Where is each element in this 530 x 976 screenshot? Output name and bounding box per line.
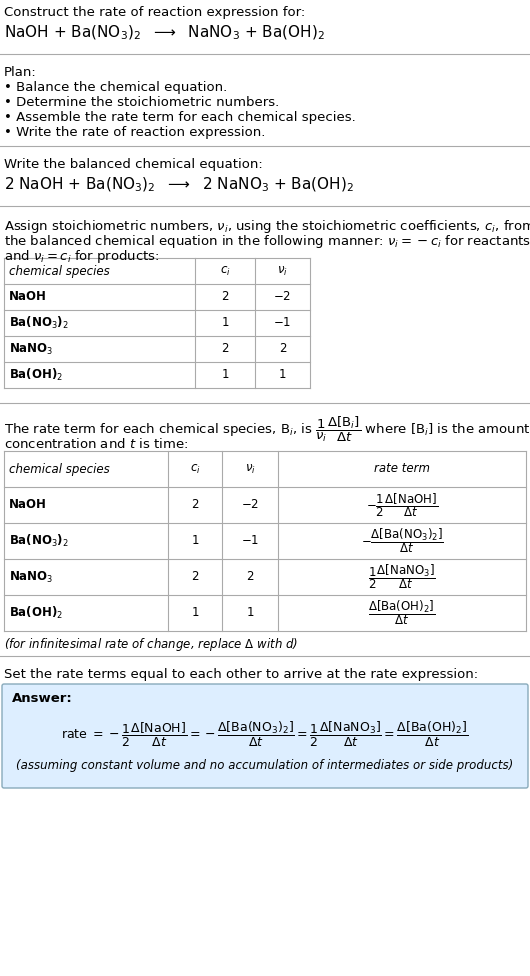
Text: $-1$: $-1$ bbox=[241, 535, 259, 548]
Text: $c_i$: $c_i$ bbox=[190, 463, 200, 475]
Text: 1: 1 bbox=[221, 316, 229, 330]
Text: Ba(NO$_3$)$_2$: Ba(NO$_3$)$_2$ bbox=[9, 533, 69, 549]
Text: 2: 2 bbox=[221, 291, 229, 304]
Text: 2: 2 bbox=[279, 343, 286, 355]
Text: 1: 1 bbox=[279, 369, 286, 382]
Text: rate term: rate term bbox=[374, 463, 430, 475]
Text: NaOH: NaOH bbox=[9, 499, 47, 511]
Text: Set the rate terms equal to each other to arrive at the rate expression:: Set the rate terms equal to each other t… bbox=[4, 668, 478, 681]
Text: • Write the rate of reaction expression.: • Write the rate of reaction expression. bbox=[4, 126, 266, 139]
Text: $\nu_i$: $\nu_i$ bbox=[277, 264, 288, 277]
Text: • Assemble the rate term for each chemical species.: • Assemble the rate term for each chemic… bbox=[4, 111, 356, 124]
Text: NaNO$_3$: NaNO$_3$ bbox=[9, 342, 53, 356]
Text: 1: 1 bbox=[191, 535, 199, 548]
Text: (assuming constant volume and no accumulation of intermediates or side products): (assuming constant volume and no accumul… bbox=[16, 759, 514, 772]
Text: rate $= -\dfrac{1}{2}\dfrac{\Delta[\mathrm{NaOH}]}{\Delta t} = -\dfrac{\Delta[\m: rate $= -\dfrac{1}{2}\dfrac{\Delta[\math… bbox=[61, 719, 469, 749]
Text: 2: 2 bbox=[191, 571, 199, 584]
Text: NaOH: NaOH bbox=[9, 291, 47, 304]
Text: NaOH + Ba(NO$_3$)$_2$  $\longrightarrow$  NaNO$_3$ + Ba(OH)$_2$: NaOH + Ba(NO$_3$)$_2$ $\longrightarrow$ … bbox=[4, 24, 325, 42]
Text: $-\dfrac{1}{2}\dfrac{\Delta[\mathrm{NaOH}]}{\Delta t}$: $-\dfrac{1}{2}\dfrac{\Delta[\mathrm{NaOH… bbox=[366, 491, 438, 519]
Text: $\dfrac{\Delta[\mathrm{Ba(OH)_2}]}{\Delta t}$: $\dfrac{\Delta[\mathrm{Ba(OH)_2}]}{\Delt… bbox=[368, 598, 436, 628]
Text: the balanced chemical equation in the following manner: $\nu_i = -c_i$ for react: the balanced chemical equation in the fo… bbox=[4, 233, 530, 250]
Text: Plan:: Plan: bbox=[4, 66, 37, 79]
Text: 1: 1 bbox=[191, 606, 199, 620]
Text: $-1$: $-1$ bbox=[273, 316, 292, 330]
Text: • Balance the chemical equation.: • Balance the chemical equation. bbox=[4, 81, 227, 94]
Text: Write the balanced chemical equation:: Write the balanced chemical equation: bbox=[4, 158, 263, 171]
Text: NaNO$_3$: NaNO$_3$ bbox=[9, 569, 53, 585]
Text: 2: 2 bbox=[221, 343, 229, 355]
Text: Ba(NO$_3$)$_2$: Ba(NO$_3$)$_2$ bbox=[9, 315, 69, 331]
Text: 2: 2 bbox=[191, 499, 199, 511]
Text: Construct the rate of reaction expression for:: Construct the rate of reaction expressio… bbox=[4, 6, 305, 19]
Text: Assign stoichiometric numbers, $\nu_i$, using the stoichiometric coefficients, $: Assign stoichiometric numbers, $\nu_i$, … bbox=[4, 218, 530, 235]
Text: concentration and $t$ is time:: concentration and $t$ is time: bbox=[4, 437, 188, 451]
Text: (for infinitesimal rate of change, replace $\Delta$ with $d$): (for infinitesimal rate of change, repla… bbox=[4, 636, 298, 653]
Text: 1: 1 bbox=[246, 606, 254, 620]
Text: $\dfrac{1}{2}\dfrac{\Delta[\mathrm{NaNO_3}]}{\Delta t}$: $\dfrac{1}{2}\dfrac{\Delta[\mathrm{NaNO_… bbox=[368, 562, 436, 591]
Text: $\nu_i$: $\nu_i$ bbox=[244, 463, 255, 475]
Text: 1: 1 bbox=[221, 369, 229, 382]
Text: $-2$: $-2$ bbox=[273, 291, 292, 304]
Text: 2: 2 bbox=[246, 571, 254, 584]
Text: Answer:: Answer: bbox=[12, 692, 73, 705]
Text: Ba(OH)$_2$: Ba(OH)$_2$ bbox=[9, 367, 63, 383]
Text: Ba(OH)$_2$: Ba(OH)$_2$ bbox=[9, 605, 63, 621]
Text: 2 NaOH + Ba(NO$_3$)$_2$  $\longrightarrow$  2 NaNO$_3$ + Ba(OH)$_2$: 2 NaOH + Ba(NO$_3$)$_2$ $\longrightarrow… bbox=[4, 176, 354, 194]
Text: chemical species: chemical species bbox=[9, 463, 110, 475]
FancyBboxPatch shape bbox=[2, 684, 528, 788]
Text: • Determine the stoichiometric numbers.: • Determine the stoichiometric numbers. bbox=[4, 96, 279, 109]
Text: and $\nu_i = c_i$ for products:: and $\nu_i = c_i$ for products: bbox=[4, 248, 160, 265]
Text: The rate term for each chemical species, B$_i$, is $\dfrac{1}{\nu_i}\dfrac{\Delt: The rate term for each chemical species,… bbox=[4, 415, 530, 444]
Text: $-\dfrac{\Delta[\mathrm{Ba(NO_3)_2}]}{\Delta t}$: $-\dfrac{\Delta[\mathrm{Ba(NO_3)_2}]}{\D… bbox=[360, 527, 444, 555]
Text: $-2$: $-2$ bbox=[241, 499, 259, 511]
Text: chemical species: chemical species bbox=[9, 264, 110, 277]
Text: $c_i$: $c_i$ bbox=[219, 264, 231, 277]
